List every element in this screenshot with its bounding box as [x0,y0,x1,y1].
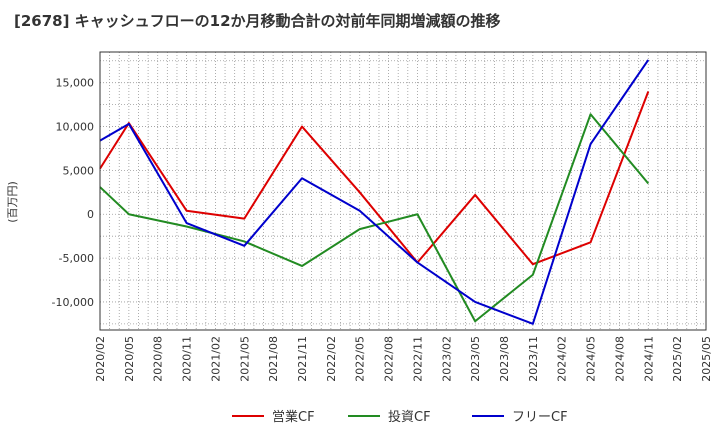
x-tick-label: 2021/02 [209,336,222,382]
y-tick-label: 10,000 [56,121,95,134]
x-tick-label: 2023/11 [527,336,540,382]
x-tick-label: 2023/08 [498,336,511,382]
y-tick-label: 0 [87,208,94,221]
x-tick-label: 2023/05 [469,336,482,382]
x-tick-label: 2024/05 [585,336,598,382]
x-tick-label: 2024/02 [556,336,569,382]
x-tick-label: 2022/11 [411,336,424,382]
y-tick-labels: -10,000 -5,000 0 5,000 10,000 15,000 [52,77,94,309]
x-tick-label: 2020/02 [94,336,107,382]
legend-label: 営業CF [272,409,315,425]
x-tick-label: 2024/11 [642,336,655,382]
series-layer [99,59,650,325]
y-tick-label: -5,000 [59,252,94,265]
chart-title: [2678] キャッシュフローの12か月移動合計の対前年同期増減額の推移 [14,12,501,30]
x-tick-label: 2025/02 [671,336,684,382]
series-line [99,59,650,325]
x-tick-label: 2022/05 [354,336,367,382]
x-tick-label: 2025/05 [700,336,713,382]
series-line [99,113,650,323]
x-tick-labels: 2020/02 2020/05 2020/08 2020/11 2021/02 2021/… [94,336,713,382]
frame-layer [99,51,707,331]
y-axis-label: (百万円) [6,181,19,223]
series-line [99,91,650,266]
y-tick-label: 5,000 [63,164,95,177]
x-tick-label: 2020/08 [152,336,165,382]
plot-frame [99,51,707,331]
x-tick-label: 2022/08 [383,336,396,382]
grid-layer [99,52,707,330]
x-tick-label: 2023/02 [440,336,453,382]
x-tick-label: 2020/11 [181,336,194,382]
x-tick-label: 2021/11 [296,336,309,382]
x-tick-label: 2021/08 [267,336,280,382]
legend-label: 投資CF [388,409,431,425]
y-tick-label: -10,000 [52,296,94,309]
legend-label: フリーCF [512,410,568,425]
y-tick-label: 15,000 [56,77,95,90]
x-tick-label: 2024/08 [613,336,626,382]
x-tick-label: 2021/05 [238,336,251,382]
legend: 営業CF 投資CF フリーCF [232,409,568,425]
x-tick-label: 2020/05 [123,336,136,382]
x-tick-label: 2022/02 [325,336,338,382]
